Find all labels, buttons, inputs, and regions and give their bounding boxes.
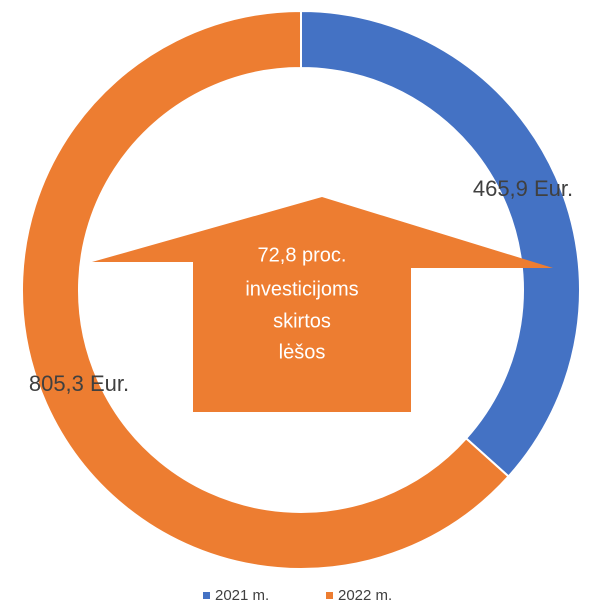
legend: 2021 m. 2022 m.	[203, 587, 392, 604]
donut-segment	[300, 9, 581, 478]
annotation-line: investicijoms	[245, 278, 358, 300]
annotation-line: skirtos	[273, 310, 331, 332]
legend-label: 2021 m.	[215, 587, 269, 604]
annotation-line: 72,8 proc.	[258, 244, 347, 266]
legend-swatch	[203, 592, 210, 599]
value-label: 465,9 Eur.	[473, 176, 573, 201]
donut	[21, 9, 581, 570]
legend-label: 2022 m.	[338, 587, 392, 604]
annotation-line: lėšos	[279, 341, 326, 363]
value-labels: 465,9 Eur. 805,3 Eur.	[29, 176, 573, 396]
annotation: 72,8 proc. investicijoms skirtos lėšos	[245, 244, 358, 363]
legend-swatch	[326, 592, 333, 599]
donut-segment	[21, 9, 510, 570]
arrow-shape	[92, 197, 553, 412]
value-label: 805,3 Eur.	[29, 371, 129, 396]
